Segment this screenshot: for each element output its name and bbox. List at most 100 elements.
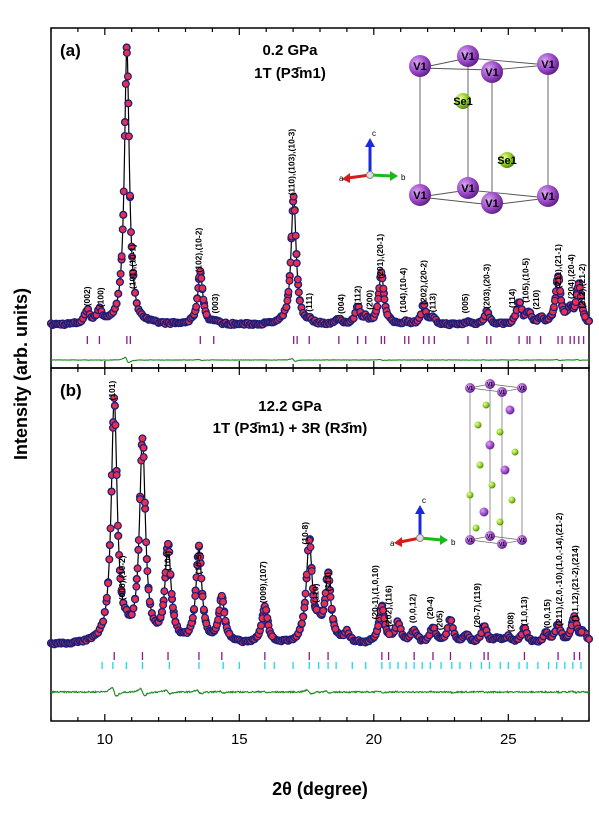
peak-annotation: (104),(10-4) — [398, 268, 408, 313]
se-atom — [472, 524, 480, 532]
observed-point — [197, 274, 206, 283]
se-atom — [488, 481, 496, 489]
v-atom — [517, 383, 527, 393]
observed-point — [132, 582, 141, 591]
observed-point — [110, 401, 119, 410]
axis-b-head — [390, 171, 398, 181]
observed-point — [129, 604, 138, 613]
observed-point — [118, 225, 127, 234]
panel-a: (002) (100) (101),(10-1) (102),(10-2) (003) (… — [46, 43, 594, 364]
atom-label: V1 — [487, 534, 493, 540]
observed-point — [125, 191, 134, 200]
observed-point — [107, 487, 116, 496]
axis-label-b: b — [451, 538, 456, 547]
peak-annotation: (003) — [210, 293, 220, 313]
observed-point — [133, 564, 142, 573]
peak-annotation: (005) — [460, 293, 470, 313]
peak-annotation: (20-4) — [425, 596, 435, 619]
observed-point — [301, 589, 310, 598]
panel-b-label: (b) — [60, 381, 82, 400]
observed-point — [188, 613, 197, 622]
observed-point — [104, 579, 113, 588]
difference-curve-panel-a — [50, 356, 590, 364]
peak-annotation: (004) — [336, 294, 346, 314]
observed-point — [580, 312, 589, 321]
axis-origin — [366, 171, 374, 179]
peak-annotation: (204),(20-4) — [566, 254, 576, 299]
observed-point — [139, 443, 148, 452]
difference-curve-panel-b — [50, 686, 590, 697]
atom-label: V1 — [541, 191, 554, 203]
observed-point — [290, 206, 299, 215]
observed-point — [549, 303, 558, 312]
se-atom — [466, 491, 474, 499]
observed-point — [284, 287, 293, 296]
observed-point — [165, 547, 174, 556]
observed-point — [119, 187, 128, 196]
v-atom — [457, 45, 479, 67]
observed-point — [144, 585, 153, 594]
peak-annotation: (100) — [96, 287, 106, 307]
observed-point — [124, 99, 133, 108]
peak-annotation: (10-8) — [300, 522, 310, 545]
peak-annotation: (200) — [365, 290, 375, 310]
observed-point — [134, 536, 143, 545]
axis-a-head — [394, 537, 402, 547]
peak-annotation: (20-7),(119) — [472, 583, 482, 628]
cell-edge — [467, 57, 549, 66]
cell-edge — [467, 189, 549, 199]
observed-point — [164, 539, 173, 548]
observed-point — [219, 597, 228, 606]
observed-point — [134, 545, 143, 554]
se-atom — [511, 448, 519, 456]
observed-point — [310, 596, 319, 605]
atom-label: V1 — [461, 51, 474, 63]
peak-annotation: (112) — [352, 285, 362, 305]
peak-annotation: (009),(107) — [258, 561, 268, 603]
crystal-structure-3R: V1 V1 V1 V1 V1 V1 V1 V1 a b c — [390, 379, 527, 549]
cell-edge — [489, 535, 523, 541]
peak-annotation: (1,0,13) — [519, 596, 529, 625]
x-tick-label: 15 — [231, 731, 248, 748]
atom-label: V1 — [467, 386, 473, 392]
observed-point — [378, 274, 387, 283]
observed-point — [300, 603, 309, 612]
observed-point — [320, 599, 329, 608]
observed-point — [167, 589, 176, 598]
observed-point — [328, 614, 337, 623]
observed-point — [379, 284, 388, 293]
observed-point — [447, 616, 456, 625]
observed-point — [192, 302, 201, 311]
se-atom — [476, 461, 484, 469]
observed-point — [331, 624, 340, 633]
atom-label: V1 — [541, 59, 554, 71]
observed-point — [170, 611, 179, 620]
observed-point — [262, 605, 271, 614]
se-atom — [508, 496, 516, 504]
observed-point — [191, 591, 200, 600]
observed-point — [325, 576, 334, 585]
observed-point — [145, 597, 154, 606]
se-atom — [496, 428, 504, 436]
y-axis-label: Intensity (arb. units) — [11, 288, 31, 460]
observed-point — [202, 310, 211, 319]
axis-label-c: c — [372, 129, 376, 138]
atom-label: Se1 — [497, 155, 517, 167]
se-atom — [496, 518, 504, 526]
peak-annotation: (20-1),(1,0,10) — [370, 565, 380, 619]
observed-point — [100, 607, 109, 617]
se-atom — [482, 401, 490, 409]
v-atom — [505, 405, 515, 415]
observed-point — [289, 192, 298, 201]
v-atom — [497, 539, 507, 549]
observed-point — [171, 618, 180, 627]
observed-point — [168, 603, 177, 612]
cell-edge — [419, 67, 493, 71]
panel-b-pressure: 12.2 GPa — [258, 398, 322, 415]
panel-a-pressure: 0.2 GPa — [262, 42, 318, 59]
peak-annotation: (002) — [82, 286, 92, 306]
x-tick-label: 10 — [96, 731, 113, 748]
v-atom — [497, 387, 507, 397]
observed-point — [299, 612, 308, 621]
